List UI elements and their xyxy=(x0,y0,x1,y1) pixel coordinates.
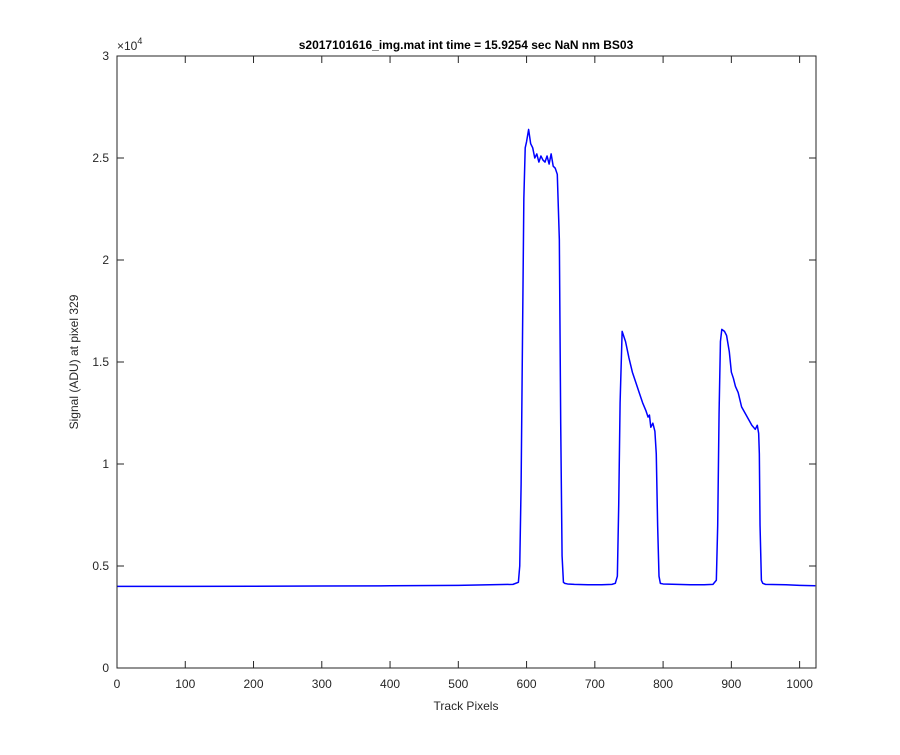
x-tick-label: 1000 xyxy=(786,677,813,691)
x-tick-label: 700 xyxy=(585,677,605,691)
x-tick-label: 200 xyxy=(244,677,264,691)
y-tick-label: 0 xyxy=(102,661,109,675)
y-tick-label: 1.5 xyxy=(92,355,109,369)
y-tick-label: 0.5 xyxy=(92,559,109,573)
x-tick-label: 600 xyxy=(517,677,537,691)
x-tick-label: 800 xyxy=(653,677,673,691)
axes-box xyxy=(116,55,817,669)
tick-labels-layer: 0 100 200 300 400 500 600 700 800 900 1000 0 0.5 1 1.5… xyxy=(92,49,813,691)
y-exponent-label: ×104 xyxy=(117,36,142,53)
x-tick-label: 100 xyxy=(175,677,195,691)
data-layer xyxy=(117,128,816,588)
x-tick-label: 0 xyxy=(114,677,121,691)
y-tick-label: 2 xyxy=(102,253,109,267)
x-tick-label: 300 xyxy=(312,677,332,691)
y-tick-label: 2.5 xyxy=(92,151,109,165)
x-tick-label: 400 xyxy=(380,677,400,691)
x-tick-label: 500 xyxy=(448,677,468,691)
series-line xyxy=(117,128,816,588)
x-tick-label: 900 xyxy=(721,677,741,691)
axes-background xyxy=(117,56,816,668)
y-exponent-power: 4 xyxy=(137,36,142,46)
y-axis-title: Signal (ADU) at pixel 329 xyxy=(67,294,81,429)
chart-title: s2017101616_img.mat int time = 15.9254 s… xyxy=(299,38,634,52)
y-tick-label: 3 xyxy=(102,49,109,63)
x-axis-title: Track Pixels xyxy=(434,699,499,713)
y-exponent-base: ×10 xyxy=(117,39,138,53)
y-tick-label: 1 xyxy=(102,457,109,471)
